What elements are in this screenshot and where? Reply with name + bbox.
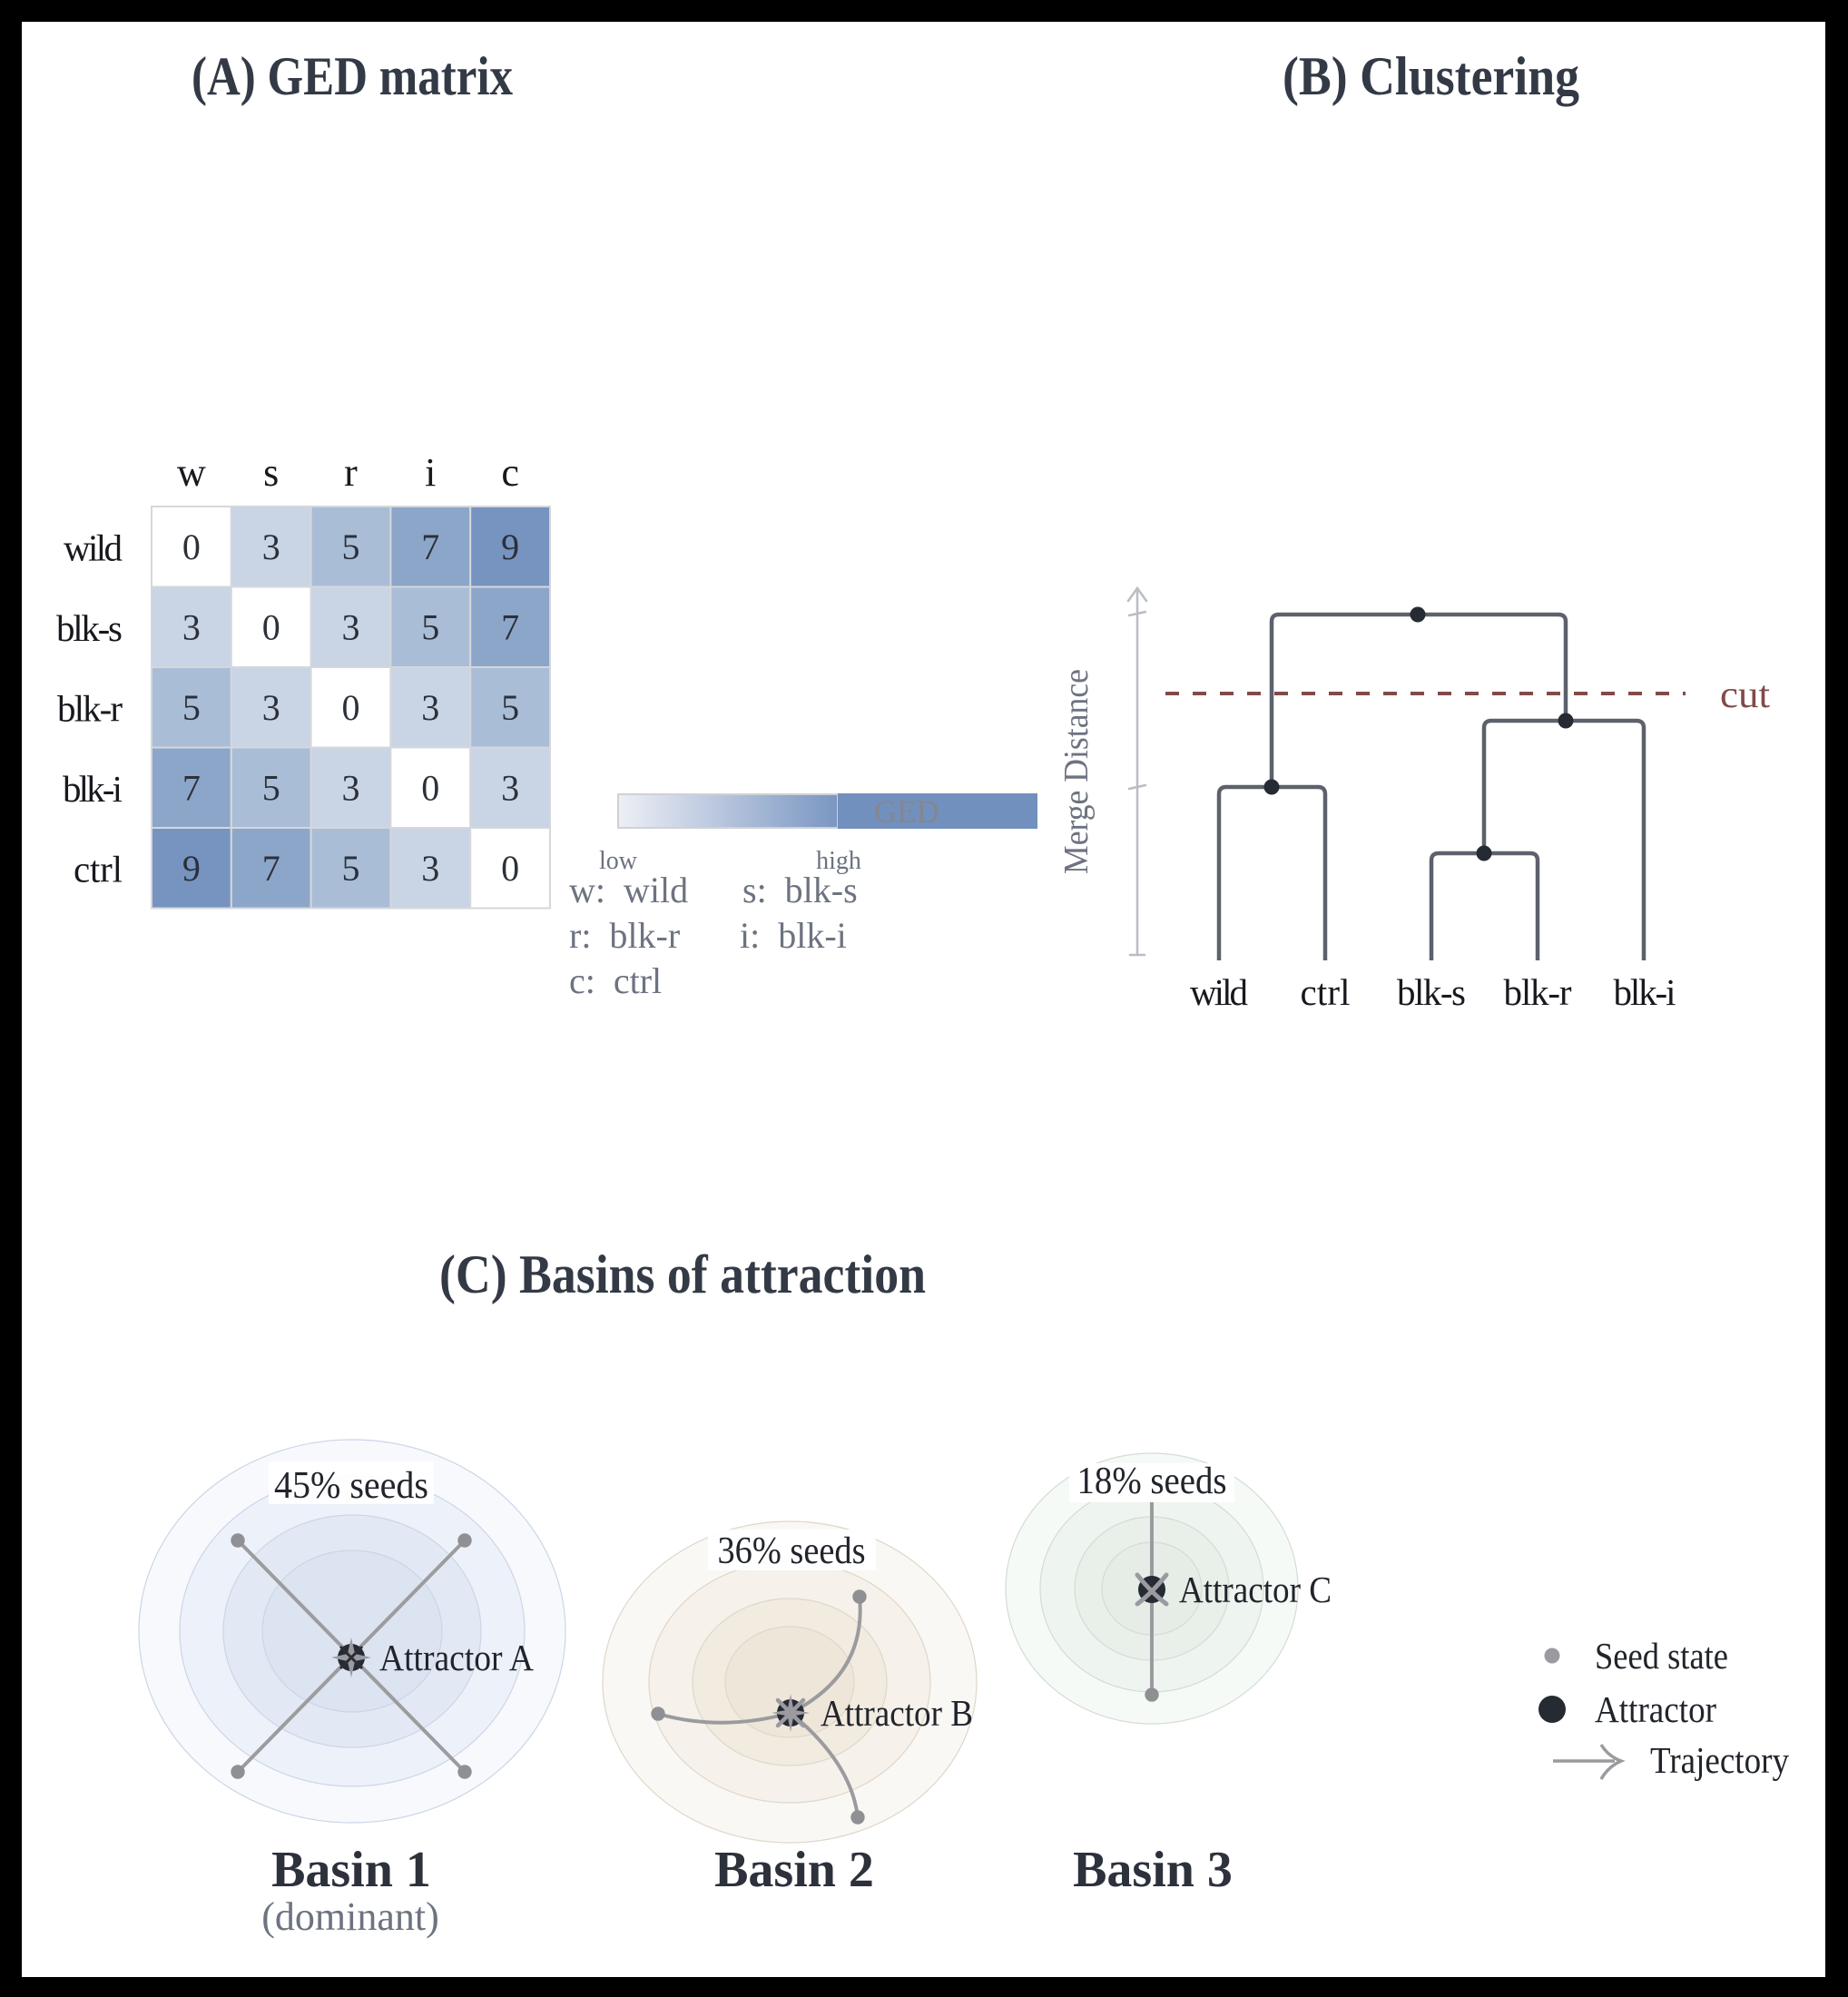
svg-text:0: 0 <box>262 607 280 648</box>
svg-text:blk-s: blk-s <box>56 607 123 649</box>
svg-text:low: low <box>599 847 638 875</box>
svg-text:3: 3 <box>421 687 439 728</box>
svg-text:high: high <box>816 847 861 875</box>
svg-text:5: 5 <box>342 526 360 567</box>
svg-text:blk-i: blk-i <box>63 768 123 810</box>
svg-text:Seed state: Seed state <box>1595 1635 1728 1677</box>
svg-text:Attractor C: Attractor C <box>1179 1569 1332 1610</box>
svg-text:ctrl: ctrl <box>74 849 123 890</box>
svg-text:i: blk-i: i: blk-i <box>740 915 847 956</box>
svg-text:Trajectory: Trajectory <box>1650 1739 1789 1781</box>
svg-text:45% seeds: 45% seeds <box>274 1465 428 1507</box>
svg-text:ctrl: ctrl <box>1301 971 1351 1013</box>
svg-text:r: blk-r: r: blk-r <box>569 915 680 956</box>
svg-text:cut: cut <box>1720 674 1770 716</box>
svg-text:5: 5 <box>501 687 519 728</box>
svg-text:9: 9 <box>182 848 201 889</box>
svg-text:3: 3 <box>262 687 280 728</box>
svg-text:(A) GED matrix: (A) GED matrix <box>192 46 513 106</box>
svg-text:0: 0 <box>421 768 439 809</box>
svg-text:3: 3 <box>501 768 519 809</box>
svg-text:(dominant): (dominant) <box>261 1894 439 1939</box>
svg-text:5: 5 <box>262 768 280 809</box>
svg-text:c: c <box>501 450 519 495</box>
svg-text:wild: wild <box>64 527 123 569</box>
svg-text:36% seeds: 36% seeds <box>718 1530 866 1572</box>
svg-text:7: 7 <box>182 768 201 809</box>
svg-text:r: r <box>344 450 358 495</box>
svg-text:7: 7 <box>501 607 519 648</box>
svg-text:7: 7 <box>421 526 439 567</box>
svg-text:0: 0 <box>182 526 201 567</box>
svg-text:s: s <box>263 450 279 495</box>
svg-text:18% seeds: 18% seeds <box>1077 1461 1227 1502</box>
svg-text:3: 3 <box>182 607 201 648</box>
svg-text:0: 0 <box>342 687 360 728</box>
svg-text:w: wild: w: wild <box>569 870 688 910</box>
svg-text:blk-i: blk-i <box>1614 971 1676 1013</box>
svg-text:s: blk-s: s: blk-s <box>742 870 858 910</box>
svg-text:(B) Clustering: (B) Clustering <box>1283 46 1579 106</box>
svg-text:3: 3 <box>421 848 439 889</box>
svg-text:5: 5 <box>182 687 201 728</box>
svg-text:Attractor B: Attractor B <box>821 1692 973 1734</box>
svg-text:0: 0 <box>501 848 519 889</box>
svg-text:7: 7 <box>262 848 280 889</box>
svg-text:9: 9 <box>501 526 519 567</box>
svg-text:Merge Distance: Merge Distance <box>1057 669 1096 874</box>
svg-text:Basin 2: Basin 2 <box>714 1842 874 1898</box>
svg-text:3: 3 <box>342 768 360 809</box>
svg-text:GED: GED <box>874 793 939 830</box>
svg-text:Basin 3: Basin 3 <box>1073 1842 1233 1898</box>
svg-text:blk-s: blk-s <box>1397 971 1466 1013</box>
svg-text:blk-r: blk-r <box>57 688 123 730</box>
svg-text:c: ctrl: c: ctrl <box>569 960 662 1001</box>
svg-text:(C) Basins of attraction: (C) Basins of attraction <box>439 1244 926 1304</box>
svg-text:3: 3 <box>342 607 360 648</box>
svg-text:blk-r: blk-r <box>1504 971 1572 1013</box>
svg-text:wild: wild <box>1190 971 1248 1013</box>
svg-text:3: 3 <box>262 526 280 567</box>
svg-text:Basin 1: Basin 1 <box>271 1842 431 1898</box>
svg-text:i: i <box>425 450 436 495</box>
svg-text:Attractor: Attractor <box>1595 1688 1716 1730</box>
svg-text:w: w <box>177 450 206 495</box>
svg-text:5: 5 <box>342 848 360 889</box>
svg-text:Attractor A: Attractor A <box>379 1637 534 1678</box>
svg-text:5: 5 <box>421 607 439 648</box>
